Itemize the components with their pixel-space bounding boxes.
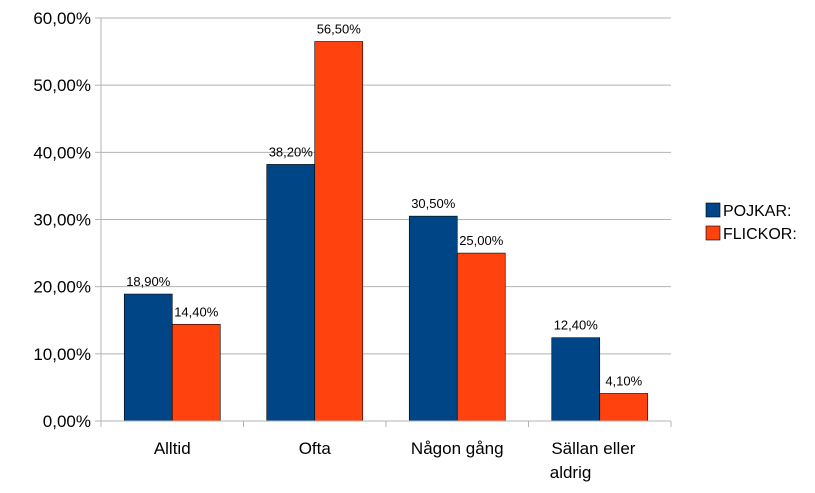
bar xyxy=(266,164,316,422)
legend-swatch xyxy=(705,202,721,218)
x-tick-label: Alltid xyxy=(154,439,191,458)
bar xyxy=(171,323,221,422)
data-label: 14,40% xyxy=(174,304,219,319)
y-tick-label: 0,00% xyxy=(43,412,91,431)
x-tick-label: Sällan eller aldrig xyxy=(550,439,640,482)
x-tick-label: Ofta xyxy=(299,439,332,458)
bar xyxy=(314,41,364,422)
y-tick-label: 50,00% xyxy=(33,76,91,95)
data-label: 30,50% xyxy=(411,196,456,211)
legend-label: POJKAR: xyxy=(723,203,791,220)
data-label: 4,10% xyxy=(605,373,642,388)
data-label: 25,00% xyxy=(459,233,504,248)
bar xyxy=(123,293,173,422)
data-label: 18,90% xyxy=(126,274,171,289)
y-tick-label: 40,00% xyxy=(33,143,91,162)
legend-label: FLICKOR: xyxy=(723,226,797,243)
bar xyxy=(551,337,601,422)
data-label: 12,40% xyxy=(554,318,599,333)
y-tick-label: 30,00% xyxy=(33,211,91,230)
data-label: 56,50% xyxy=(317,22,362,37)
legend-swatch xyxy=(705,225,721,241)
y-tick-label: 20,00% xyxy=(33,278,91,297)
data-label: 38,20% xyxy=(269,144,314,159)
y-tick-label: 60,00% xyxy=(33,9,91,28)
x-tick-label: Någon gång xyxy=(411,439,504,458)
bar xyxy=(456,252,506,422)
y-tick-label: 10,00% xyxy=(33,345,91,364)
bar xyxy=(408,215,458,422)
bar xyxy=(599,393,649,422)
